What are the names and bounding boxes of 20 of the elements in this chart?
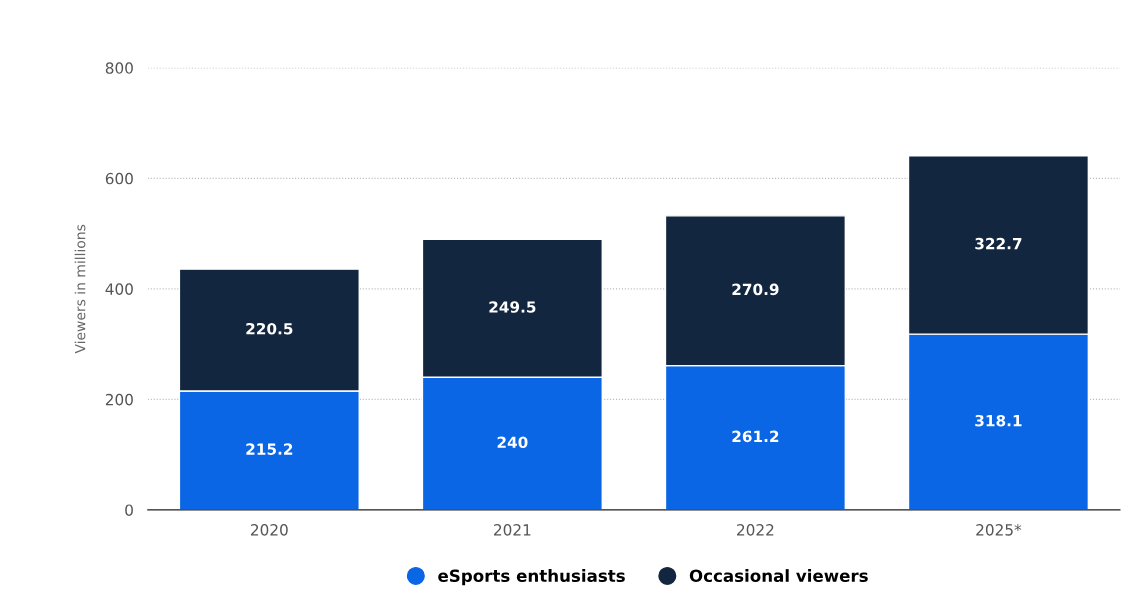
x-tick-label: 2020: [251, 524, 288, 536]
y-tick-label: 400: [105, 283, 133, 295]
x-tick-label: 2022: [737, 524, 774, 536]
x-tick-label: 2025*: [976, 524, 1022, 536]
y-tick-label: 600: [105, 172, 133, 185]
data-label: 220.5: [246, 322, 293, 335]
data-label: 318.1: [975, 414, 1022, 427]
y-tick-label: 0: [125, 504, 133, 516]
data-label: 261.2: [732, 430, 779, 443]
data-label: 249.5: [489, 301, 536, 313]
x-tick-label: 2021: [494, 524, 531, 536]
y-axis-title: Viewers in millions: [74, 224, 86, 354]
data-label: 270.9: [732, 283, 779, 296]
data-label: 240: [497, 436, 528, 449]
legend-label: Occasional viewers: [689, 569, 868, 583]
y-tick-label: 800: [105, 62, 133, 74]
data-label: 215.2: [246, 443, 293, 455]
y-tick-label: 200: [105, 393, 133, 406]
data-label: 322.7: [975, 237, 1022, 250]
legend-label: eSports enthusiasts: [438, 569, 625, 586]
